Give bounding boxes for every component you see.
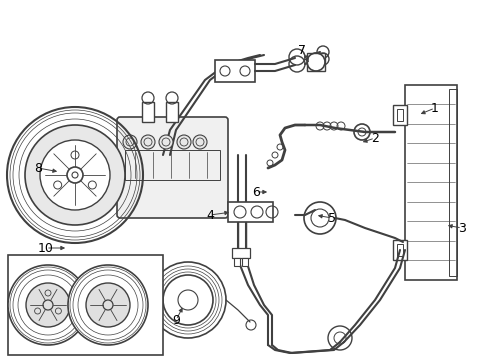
Bar bbox=[392, 105, 406, 125]
Text: 9: 9 bbox=[172, 314, 180, 327]
Circle shape bbox=[26, 283, 70, 327]
Text: 7: 7 bbox=[297, 44, 305, 57]
Circle shape bbox=[25, 125, 125, 225]
Circle shape bbox=[141, 135, 155, 149]
Circle shape bbox=[193, 135, 206, 149]
Bar bbox=[215, 60, 254, 82]
FancyBboxPatch shape bbox=[117, 117, 227, 218]
Bar bbox=[448, 89, 456, 276]
Circle shape bbox=[67, 167, 83, 183]
Text: 4: 4 bbox=[205, 208, 214, 221]
Circle shape bbox=[123, 135, 137, 149]
Bar bbox=[306, 53, 325, 71]
Bar bbox=[396, 109, 402, 121]
Bar bbox=[234, 258, 240, 266]
Circle shape bbox=[40, 140, 110, 210]
Text: 8: 8 bbox=[34, 162, 42, 175]
Text: 6: 6 bbox=[251, 185, 260, 198]
Bar bbox=[125, 150, 220, 180]
Circle shape bbox=[159, 135, 173, 149]
Text: 1: 1 bbox=[430, 102, 438, 114]
Bar bbox=[142, 102, 154, 122]
Text: 2: 2 bbox=[370, 131, 378, 144]
Bar bbox=[396, 244, 402, 256]
Bar bbox=[165, 102, 178, 122]
Circle shape bbox=[177, 135, 191, 149]
Bar bbox=[242, 258, 247, 266]
Text: 3: 3 bbox=[457, 221, 465, 234]
Circle shape bbox=[8, 265, 88, 345]
Circle shape bbox=[68, 265, 148, 345]
Bar bbox=[231, 248, 249, 258]
Text: 5: 5 bbox=[327, 212, 335, 225]
Bar bbox=[404, 85, 456, 280]
Circle shape bbox=[86, 283, 130, 327]
Bar bbox=[8, 255, 163, 355]
Bar bbox=[392, 240, 406, 260]
Bar bbox=[227, 202, 272, 222]
Text: 10: 10 bbox=[38, 242, 54, 255]
